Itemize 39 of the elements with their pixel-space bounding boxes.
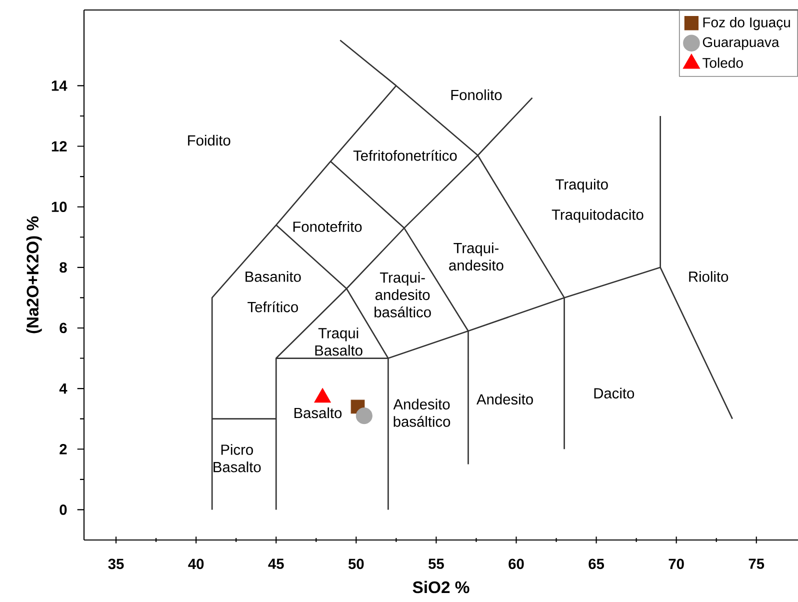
annotation: Tefritofonetrítico — [353, 150, 457, 161]
x-tick-label: 50 — [348, 558, 364, 570]
annotation: Andesito basáltico — [393, 398, 450, 427]
annotation: Foidito — [188, 134, 230, 146]
annotation: Andesito — [476, 394, 533, 405]
y-tick-label: 8 — [60, 262, 67, 273]
y-tick-label: 0 — [60, 504, 67, 515]
x-tick-label: 60 — [508, 558, 524, 570]
annotation: Traqui-andesito basáltico — [374, 272, 431, 318]
annotation: Traqui Basalto — [315, 328, 362, 356]
y-tick-label: 2 — [60, 444, 67, 454]
y-tick-label: 12 — [52, 141, 67, 152]
annotation: Traquitodacito — [552, 209, 644, 223]
annotation: Dacito — [594, 388, 634, 398]
annotation: Fonotefrito — [293, 221, 362, 232]
x-tick-label: 40 — [188, 558, 204, 570]
x-tick-label: 65 — [588, 558, 604, 570]
annotation: Fonolito — [451, 89, 502, 100]
y-tick-label: 6 — [60, 322, 67, 334]
annotation: Picro Basalto — [214, 444, 261, 472]
y-axis-title: (Na2O+K2O) % — [26, 216, 42, 334]
y-tick-label: 14 — [52, 80, 68, 91]
legend-label: Toledo — [702, 58, 743, 68]
x-axis-title: SiO2 % — [412, 580, 470, 594]
x-tick-label: 45 — [268, 558, 284, 569]
annotation: Traqui-andesito — [449, 242, 504, 271]
x-tick-label: 55 — [428, 558, 444, 569]
y-tick-label: 10 — [52, 202, 67, 212]
x-tick-label: 75 — [748, 558, 764, 569]
y-tick-label: 4 — [59, 384, 68, 394]
x-tick-label: 70 — [668, 558, 684, 570]
legend-label: Guarapuava — [702, 37, 780, 50]
annotation: Riolito — [689, 271, 728, 282]
annotation: Basalto — [294, 407, 342, 418]
annotation: Tefrítico — [248, 301, 298, 312]
legend-label: Foz do Iguaçu — [703, 17, 790, 30]
annotation: Basanito — [246, 271, 301, 282]
x-tick-label: 35 — [108, 558, 124, 570]
annotation: Traquito — [556, 178, 608, 192]
